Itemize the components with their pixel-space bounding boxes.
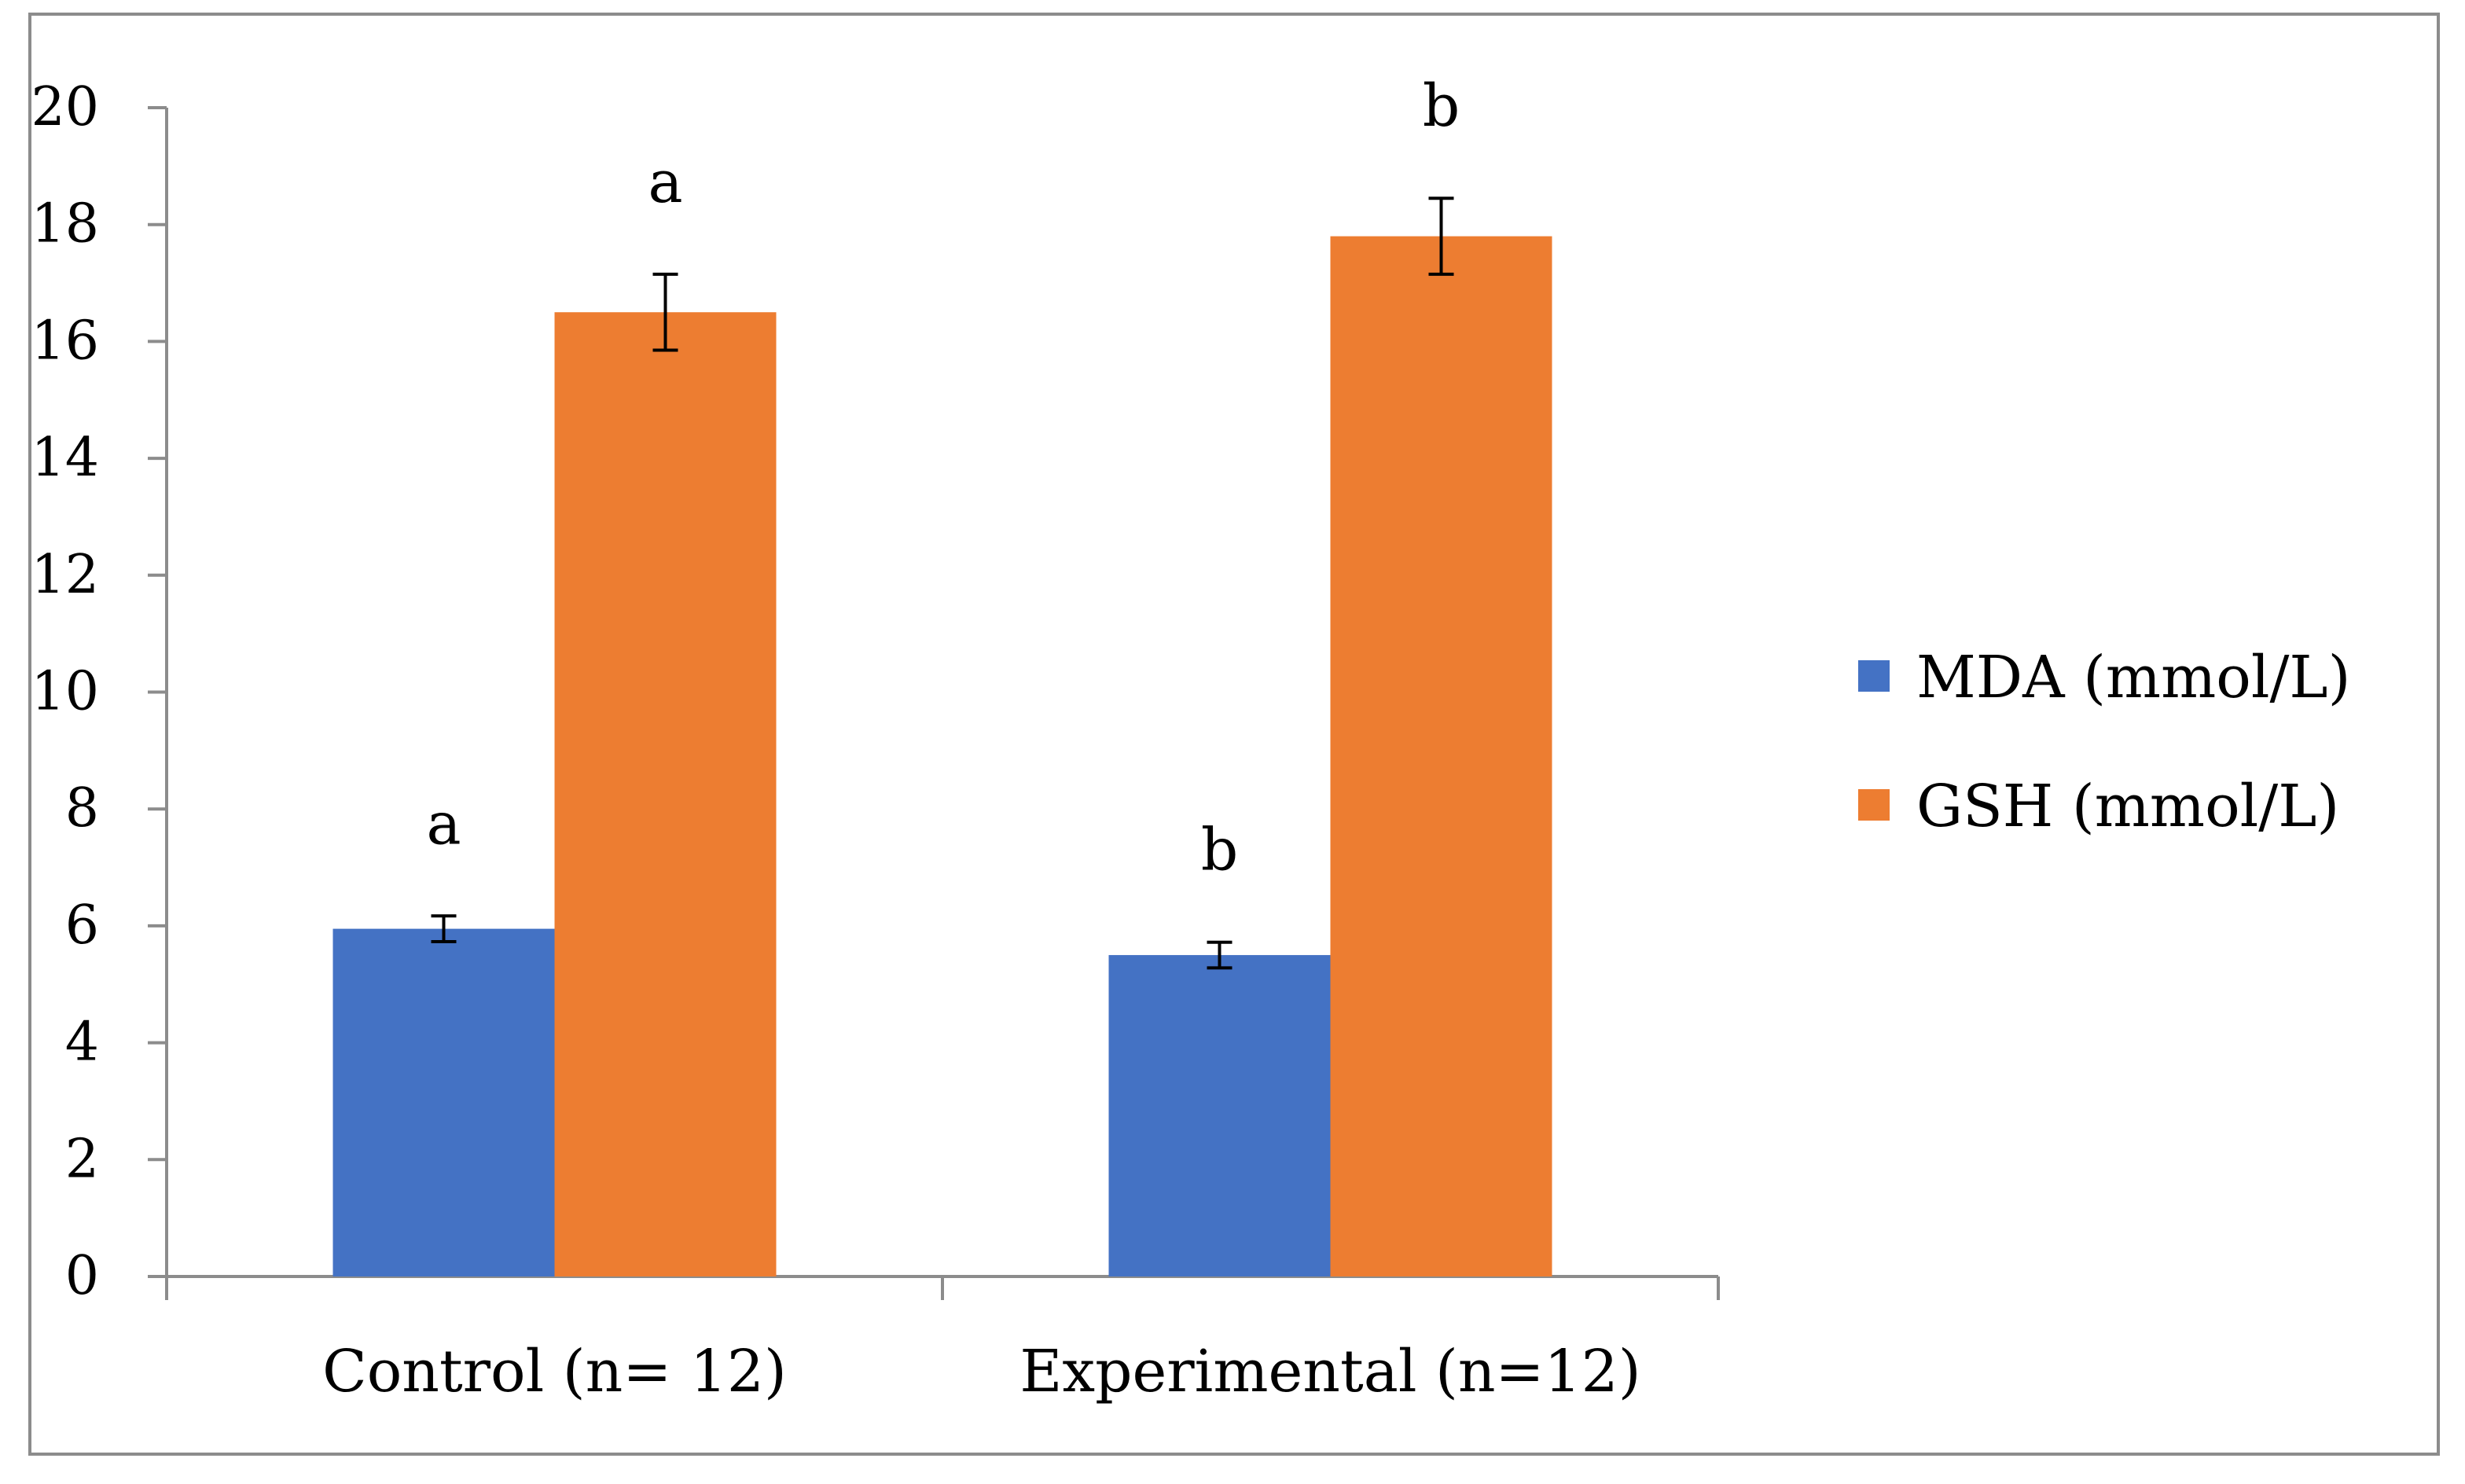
y-tick-label: 6 [65, 894, 99, 957]
y-tick-label: 20 [31, 76, 99, 138]
y-tick-label: 14 [31, 427, 99, 489]
significance-labels: a a b b [426, 72, 1460, 883]
y-tick-label: 16 [31, 310, 99, 372]
x-axis [165, 1275, 1720, 1300]
legend-label-mda: MDA (mmol/L) [1916, 644, 2350, 711]
category-labels: Control (n= 12) Experimental (n=12) [322, 1338, 1640, 1405]
y-tick-label: 0 [65, 1245, 99, 1307]
bar-mda-1 [1108, 955, 1331, 1276]
y-axis: 0 2 4 6 8 10 12 14 16 18 20 [31, 76, 168, 1307]
significance-letter: a [648, 149, 682, 216]
bar-gsh-0 [554, 312, 777, 1277]
y-tick-label: 2 [65, 1128, 99, 1190]
y-tick-label: 10 [31, 661, 99, 723]
legend-label-gsh: GSH (mmol/L) [1916, 773, 2339, 840]
significance-letter: a [426, 790, 461, 858]
legend-swatch-mda [1858, 660, 1890, 692]
bar-mda-0 [332, 928, 555, 1276]
y-tick-label: 12 [31, 544, 99, 606]
error-bars [431, 197, 1454, 970]
y-tick-label: 18 [31, 193, 99, 255]
category-label: Control (n= 12) [322, 1338, 787, 1405]
y-tick-label: 4 [65, 1012, 99, 1074]
bars [332, 236, 1552, 1277]
legend: MDA (mmol/L) GSH (mmol/L) [1858, 644, 2350, 840]
y-tick-label: 8 [65, 777, 99, 839]
bar-gsh-1 [1330, 236, 1552, 1276]
legend-swatch-gsh [1858, 789, 1890, 821]
category-label: Experimental (n=12) [1019, 1338, 1640, 1405]
significance-letter: b [1201, 817, 1238, 884]
significance-letter: b [1423, 72, 1460, 140]
